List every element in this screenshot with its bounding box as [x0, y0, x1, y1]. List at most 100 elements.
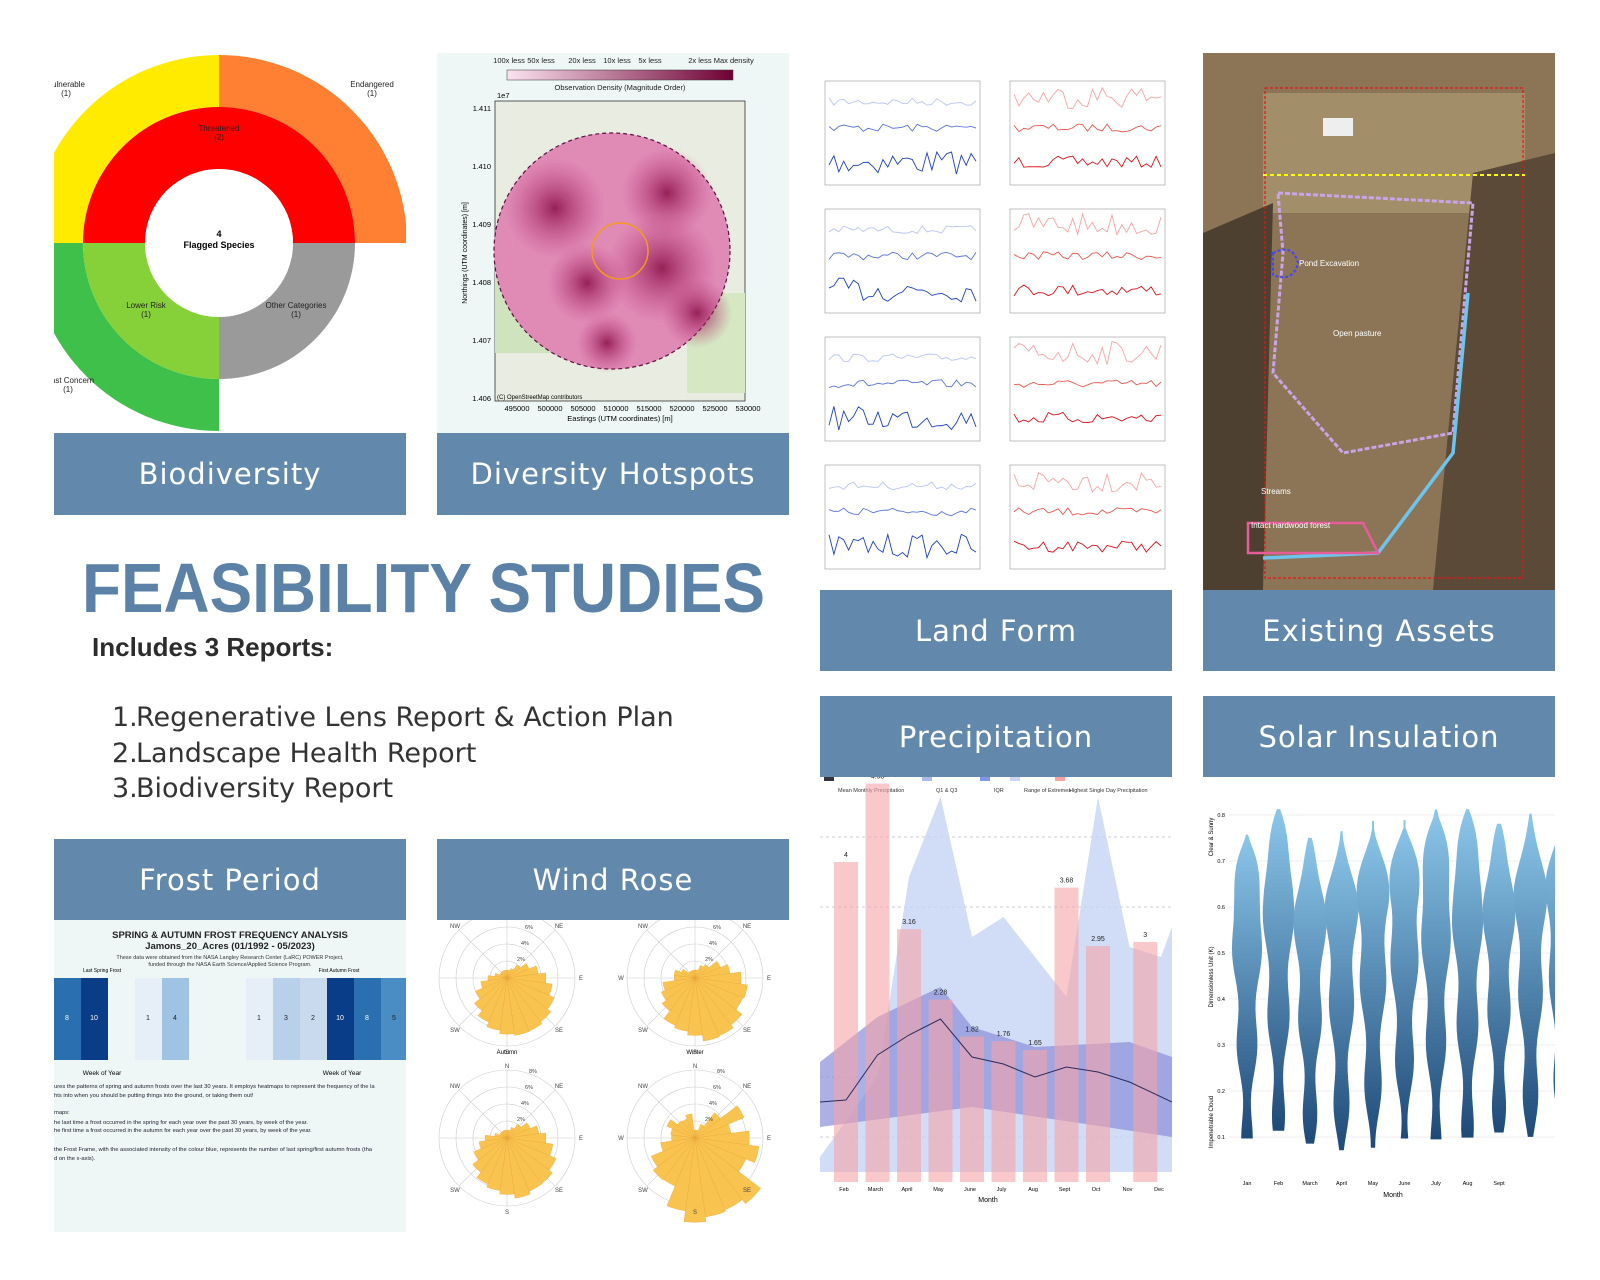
trend-line	[828, 150, 977, 175]
x-label: Week of Year	[83, 1070, 122, 1077]
colorbar-tick: 20x less	[568, 56, 596, 65]
month: April	[1336, 1181, 1347, 1187]
compass: N	[693, 1064, 697, 1070]
ring-label: 8%	[717, 1069, 725, 1075]
violin	[1421, 809, 1451, 1140]
compass: S	[693, 1050, 697, 1056]
ring-label: 2%	[517, 957, 525, 963]
tile-label: Wind Rose	[437, 839, 789, 920]
month: Feb	[839, 1187, 848, 1193]
heat-cell	[246, 978, 273, 1060]
panel	[824, 464, 981, 570]
compass: NW	[638, 924, 648, 930]
segment-name: Threatened	[199, 124, 240, 133]
landform-image	[820, 53, 1172, 590]
month: May	[933, 1187, 944, 1193]
map-label: Pond Excavation	[1299, 259, 1359, 268]
density-blob	[505, 158, 605, 258]
segment-count: (2)	[214, 133, 224, 142]
ring-label: 8%	[529, 1069, 537, 1075]
y-tick-label: 1.411	[473, 104, 491, 113]
max-bar	[1133, 942, 1158, 1182]
ring-label: 4%	[521, 1101, 529, 1107]
max-bar	[834, 862, 858, 1182]
tile-label: Precipitation	[820, 696, 1172, 777]
month: May	[1368, 1181, 1379, 1187]
segment-name: Vulnerable	[54, 80, 86, 89]
density-blob	[662, 278, 732, 348]
tile-label: Diversity Hotspots	[437, 433, 789, 515]
hotspots-image: 100x less 50x less 20x less 10x less 5x less…	[437, 53, 789, 433]
month: Dec	[1154, 1187, 1164, 1193]
value-label: 3.68	[1060, 878, 1074, 885]
colorbar-label: Observation Density (Magnitude Order)	[555, 83, 686, 92]
trend-line	[828, 251, 977, 261]
wind-wedge	[503, 1129, 508, 1139]
segment-count: (1)	[291, 310, 301, 319]
trend-line	[1013, 155, 1162, 168]
y-tick: 0.2	[1217, 1089, 1225, 1095]
dark-forest	[1203, 203, 1273, 590]
x-label: Week of Year	[323, 1070, 362, 1077]
compass: SW	[450, 1188, 460, 1194]
compass: NW	[450, 924, 460, 930]
x-label: Eastings (UTM coordinates) [m]	[567, 414, 672, 423]
ring-label: 4%	[709, 1101, 717, 1107]
precip-image: Mean Monthly PrecipitationQ1 & Q3IQRRang…	[820, 777, 1172, 1227]
month: Sept	[1059, 1187, 1071, 1193]
wind-wedge	[503, 969, 508, 979]
ring-label: 6%	[525, 925, 533, 931]
violin	[1356, 821, 1390, 1148]
dark-forest	[1433, 153, 1555, 590]
ring-label: 6%	[713, 925, 721, 931]
value-label: 3.16	[902, 919, 916, 926]
report-item: 1.Regenerative Lens Report & Action Plan	[112, 702, 674, 733]
heat-cell	[273, 978, 300, 1060]
y-tick-label: 1.409	[472, 220, 491, 229]
mean-line	[820, 1018, 1172, 1103]
x-tick-label: 495000	[504, 404, 529, 413]
y-tick: 0.8	[1217, 813, 1225, 819]
heat-cell	[135, 978, 162, 1060]
segment-name: Least Concern	[54, 376, 94, 385]
colorbar-tick: 100x less	[493, 56, 525, 65]
spoke	[646, 929, 696, 979]
y-label: Clear & Sunny	[1209, 818, 1215, 857]
month: June	[1399, 1181, 1411, 1187]
density-blob	[622, 148, 712, 238]
description: ures the patterns of spring and autumn f…	[54, 1084, 375, 1090]
y-tick: 0.1	[1217, 1135, 1225, 1141]
violin	[1262, 809, 1295, 1131]
trend-line	[828, 225, 977, 235]
report-number: 1.	[112, 702, 138, 733]
compass: N	[505, 1064, 509, 1070]
legend-key	[922, 777, 932, 781]
ring-label: 4%	[521, 941, 529, 947]
compass: E	[579, 976, 583, 982]
trend-line	[828, 406, 977, 431]
x-tick-label: 500000	[537, 404, 562, 413]
compass: W	[618, 976, 624, 982]
ring-label: 2%	[517, 1117, 525, 1123]
cell-label: 3	[284, 1015, 288, 1022]
building	[1323, 118, 1353, 136]
violin	[1293, 837, 1327, 1144]
y-tick-label: 1.406	[472, 394, 491, 403]
path-purple	[1271, 191, 1475, 455]
compass: SE	[555, 1028, 563, 1034]
credit: (C) OpenStreetMap contributors	[497, 395, 582, 401]
panel-title: First Autumn Frost	[319, 968, 360, 974]
value-label: 1.65	[1028, 1040, 1042, 1047]
trend-line	[1013, 284, 1162, 297]
legend-key	[1010, 777, 1020, 781]
tile-label: Biodiversity	[54, 433, 406, 515]
trend-line	[828, 123, 977, 132]
panel	[824, 336, 981, 442]
spoke	[458, 929, 508, 979]
max-bar	[928, 999, 953, 1182]
trend-line	[828, 507, 977, 517]
cell-label: 10	[90, 1015, 98, 1022]
trend-line	[1013, 340, 1162, 365]
trend-line	[1013, 251, 1162, 260]
y-tick: 0.7	[1217, 859, 1225, 865]
